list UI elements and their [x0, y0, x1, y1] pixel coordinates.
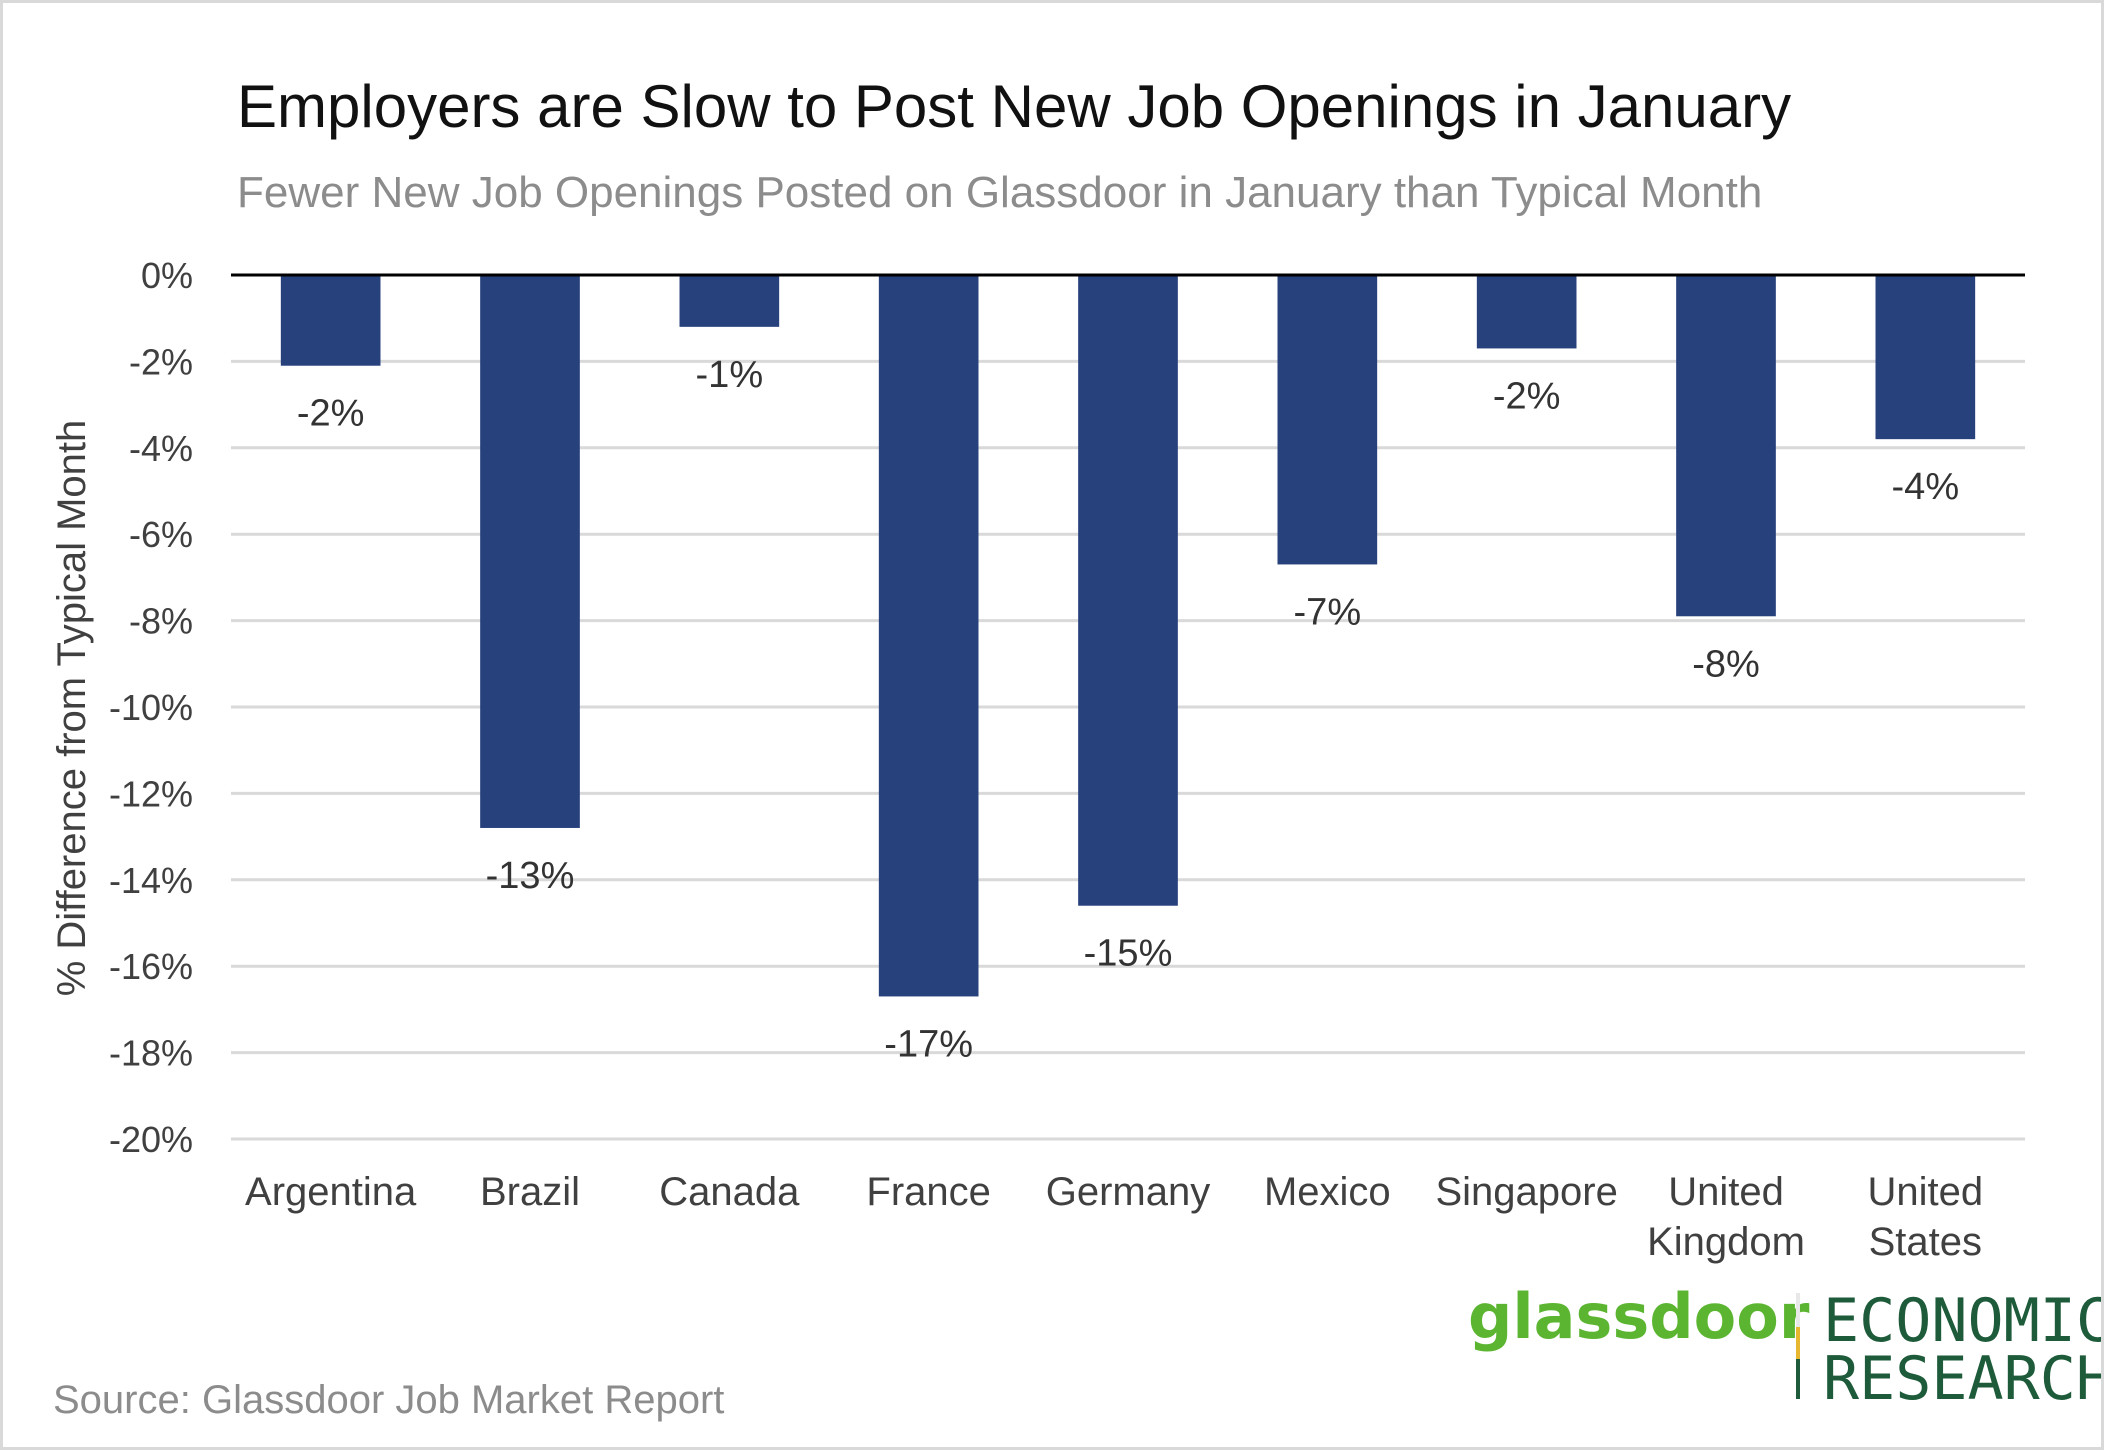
x-tick-label: Canada — [659, 1170, 800, 1214]
data-label: -2% — [297, 393, 365, 435]
data-label: -17% — [884, 1023, 973, 1065]
logo-divider-accent — [1796, 1327, 1800, 1359]
bar — [878, 275, 979, 997]
chart-title: Employers are Slow to Post New Job Openi… — [237, 73, 1791, 140]
data-label: -2% — [1493, 375, 1561, 417]
y-tick-labels: 0% -2% -4% -6% -8% -10% -12% -14% -16% -18% -20% — [109, 255, 193, 1160]
x-tick-label: Germany — [1046, 1170, 1211, 1214]
y-tick-label: -20% — [109, 1119, 193, 1160]
y-axis-label: % Difference from Typical Month — [50, 420, 94, 997]
x-tick-label: Mexico — [1264, 1170, 1391, 1214]
logo-divider-top — [1796, 1293, 1800, 1327]
logo-brand: glassdoor — [1468, 1280, 1810, 1353]
y-tick-label: 0% — [141, 255, 193, 296]
bar — [280, 275, 381, 366]
x-tick-label: United — [1668, 1170, 1784, 1214]
data-label: -1% — [696, 354, 764, 396]
x-tick-label: Kingdom — [1647, 1220, 1805, 1264]
data-labels: -2% -13% -1% -17% -15% -7% -2% -8% -4% — [297, 354, 1959, 1066]
data-label: -13% — [486, 855, 575, 897]
bar — [1078, 275, 1178, 906]
y-tick-label: -8% — [129, 601, 193, 642]
y-tick-label: -12% — [109, 773, 193, 814]
x-tick-label: Argentina — [245, 1170, 417, 1214]
x-tick-label: Brazil — [480, 1170, 580, 1214]
source-note: Source: Glassdoor Job Market Report — [53, 1378, 724, 1422]
bar — [1277, 275, 1378, 565]
bar — [1676, 275, 1776, 617]
data-label: -7% — [1294, 591, 1362, 633]
glassdoor-logo: glassdoor ECONOMIC RESEARCH — [1468, 1280, 2104, 1414]
bar — [1875, 275, 1976, 440]
bar — [679, 275, 780, 327]
x-tick-label: Singapore — [1435, 1170, 1617, 1214]
y-tick-label: -18% — [109, 1033, 193, 1074]
y-tick-label: -4% — [129, 428, 193, 469]
data-label: -4% — [1892, 466, 1960, 508]
chart-subtitle: Fewer New Job Openings Posted on Glassdo… — [237, 168, 1762, 217]
data-label: -8% — [1692, 643, 1760, 685]
x-tick-label: United — [1868, 1170, 1984, 1214]
data-label: -15% — [1084, 933, 1173, 975]
x-tick-labels: Argentina Brazil Canada France Germany Mexico… — [245, 1170, 1983, 1264]
logo-divider-bottom — [1796, 1359, 1800, 1399]
x-tick-label: States — [1869, 1220, 1982, 1264]
y-tick-label: -14% — [109, 860, 193, 901]
bar — [1476, 275, 1577, 349]
logo-line-research: RESEARCH — [1823, 1344, 2104, 1414]
y-tick-label: -10% — [109, 687, 193, 728]
y-tick-label: -16% — [109, 946, 193, 987]
bar — [480, 275, 580, 828]
y-tick-label: -6% — [129, 514, 193, 555]
bars — [280, 275, 1976, 997]
x-tick-label: France — [866, 1170, 991, 1214]
y-tick-label: -2% — [129, 341, 193, 382]
logo-line-economic: ECONOMIC — [1823, 1286, 2104, 1356]
chart: Employers are Slow to Post New Job Openi… — [50, 73, 2104, 1422]
